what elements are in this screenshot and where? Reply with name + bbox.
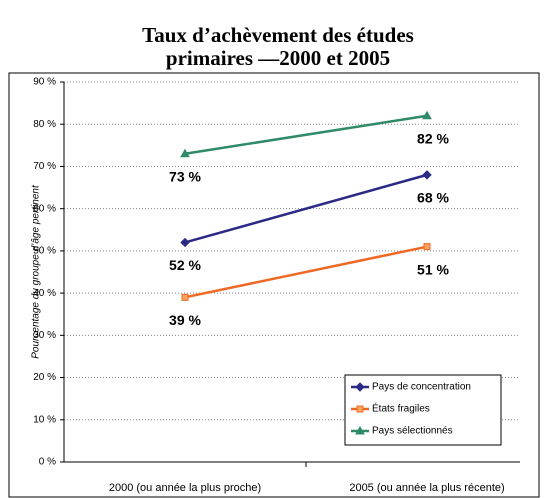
y-axis-label: Pourcentage du groupe d’âge pertinent	[31, 184, 42, 359]
marker	[422, 170, 432, 180]
data-label: 82 %	[417, 130, 449, 146]
x-tick-label: 2000 (ou année la plus proche)	[109, 482, 261, 494]
legend-label: États fragiles	[372, 402, 430, 415]
data-label: 68 %	[417, 190, 449, 206]
y-tick-label: 70 %	[33, 161, 56, 172]
legend-label: Pays sélectionnés	[372, 426, 453, 437]
x-tick-label: 2005 (ou année la plus récente)	[349, 482, 504, 494]
chart-title: Taux d’achèvement des études	[142, 23, 414, 47]
marker	[180, 237, 190, 248]
marker	[356, 405, 364, 413]
y-tick-label: 20 %	[33, 372, 56, 383]
y-tick-label: 90 %	[33, 77, 56, 88]
marker	[422, 110, 432, 120]
marker	[355, 425, 365, 435]
y-tick-label: 60 %	[33, 203, 56, 214]
marker	[423, 243, 431, 251]
legend-box	[344, 374, 502, 446]
legend-label: Pays de concentration	[372, 382, 471, 393]
marker	[181, 293, 189, 301]
y-tick-label: 0 %	[39, 457, 56, 468]
y-tick-label: 50 %	[33, 246, 56, 257]
data-label: 52 %	[169, 257, 201, 273]
marker	[355, 382, 365, 392]
series-line	[184, 173, 428, 244]
series-line	[184, 114, 428, 156]
y-tick-label: 10 %	[33, 414, 56, 425]
chart-title: primaires —2000 et 2005	[166, 46, 390, 70]
data-label: 51 %	[417, 261, 449, 277]
chart-border	[8, 72, 540, 498]
data-label: 39 %	[169, 312, 201, 328]
series-line	[184, 245, 428, 299]
data-label: 73 %	[169, 168, 201, 184]
y-tick-label: 30 %	[33, 330, 56, 341]
marker	[180, 148, 190, 158]
y-tick-label: 40 %	[33, 288, 56, 299]
y-tick-label: 80 %	[33, 119, 56, 130]
